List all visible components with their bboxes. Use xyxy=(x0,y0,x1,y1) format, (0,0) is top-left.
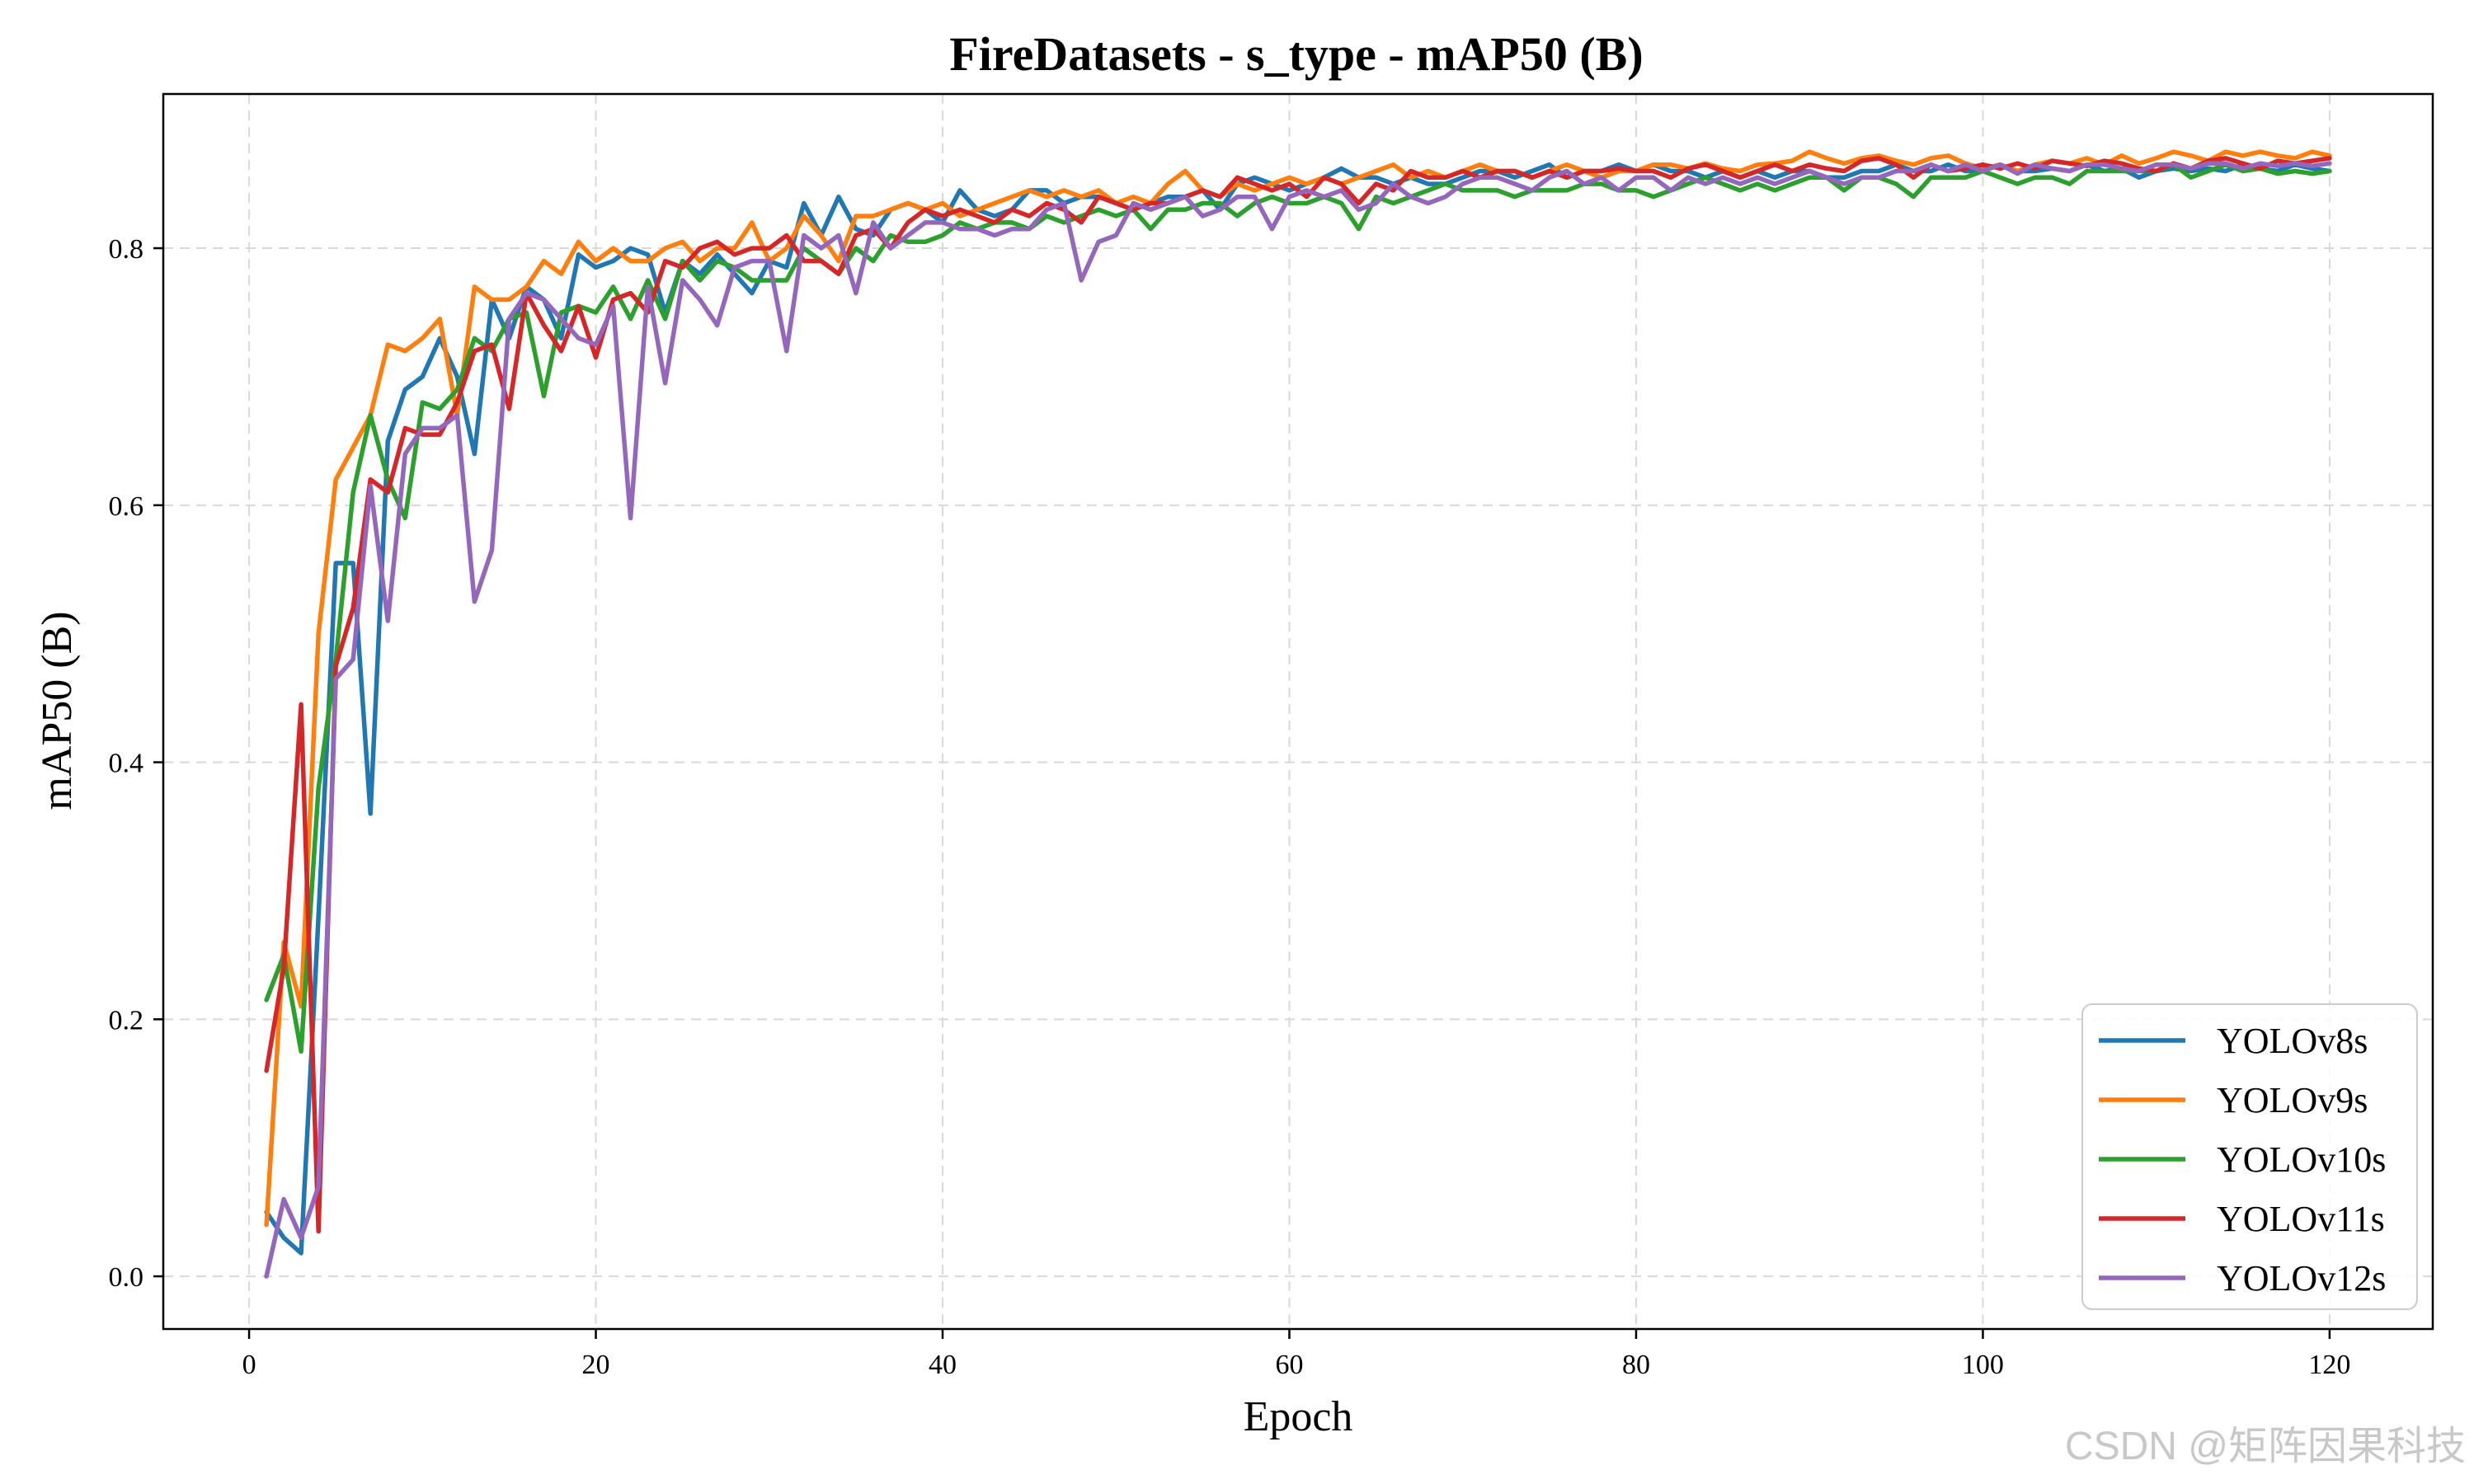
legend-box xyxy=(2081,1003,2418,1310)
watermark: CSDN @矩阵因果科技 xyxy=(2065,1425,2466,1468)
x-tick-label: 0 xyxy=(242,1350,256,1380)
plot-frame xyxy=(162,92,2434,1331)
x-tick-label: 20 xyxy=(582,1350,610,1380)
legend-label-yolov9s: YOLOv9s xyxy=(2217,1080,2368,1120)
legend-label-yolov10s: YOLOv10s xyxy=(2217,1139,2386,1180)
x-axis-ticks: 0 20 40 60 80 100 120 xyxy=(242,1329,2350,1380)
x-tick-label: 120 xyxy=(2308,1350,2350,1380)
series-line-yolov11s xyxy=(264,156,2332,1234)
y-tick-label: 0.8 xyxy=(109,234,144,265)
y-tick-label: 0.2 xyxy=(109,1005,144,1036)
legend-label-yolov12s: YOLOv12s xyxy=(2217,1258,2386,1298)
legend-label-yolov11s: YOLOv11s xyxy=(2217,1199,2385,1239)
series-line-yolov10s xyxy=(264,162,2332,1054)
legend: YOLOv8s YOLOv9s YOLOv10s YOLOv11s YOLOv12s xyxy=(2081,1003,2418,1310)
y-axis-ticks: 0.0 0.2 0.4 0.6 0.8 xyxy=(109,234,163,1293)
x-tick-label: 80 xyxy=(1622,1350,1650,1380)
grid xyxy=(163,94,2433,1329)
y-tick-label: 0.0 xyxy=(109,1262,144,1293)
y-tick-label: 0.4 xyxy=(109,749,144,779)
series-lines xyxy=(264,149,2332,1279)
series-line-yolov8s xyxy=(264,162,2332,1256)
series-line-yolov12s xyxy=(264,161,2332,1279)
chart-title: FireDatasets - s_type - mAP50 (B) xyxy=(949,27,1643,81)
x-axis-label: Epoch xyxy=(1244,1393,1353,1440)
x-tick-label: 40 xyxy=(929,1350,957,1380)
x-tick-label: 60 xyxy=(1275,1350,1303,1380)
y-axis-label: mAP50 (B) xyxy=(34,611,81,810)
legend-label-yolov8s: YOLOv8s xyxy=(2217,1021,2368,1061)
x-tick-label: 100 xyxy=(1962,1350,2004,1380)
y-tick-label: 0.6 xyxy=(109,491,144,522)
